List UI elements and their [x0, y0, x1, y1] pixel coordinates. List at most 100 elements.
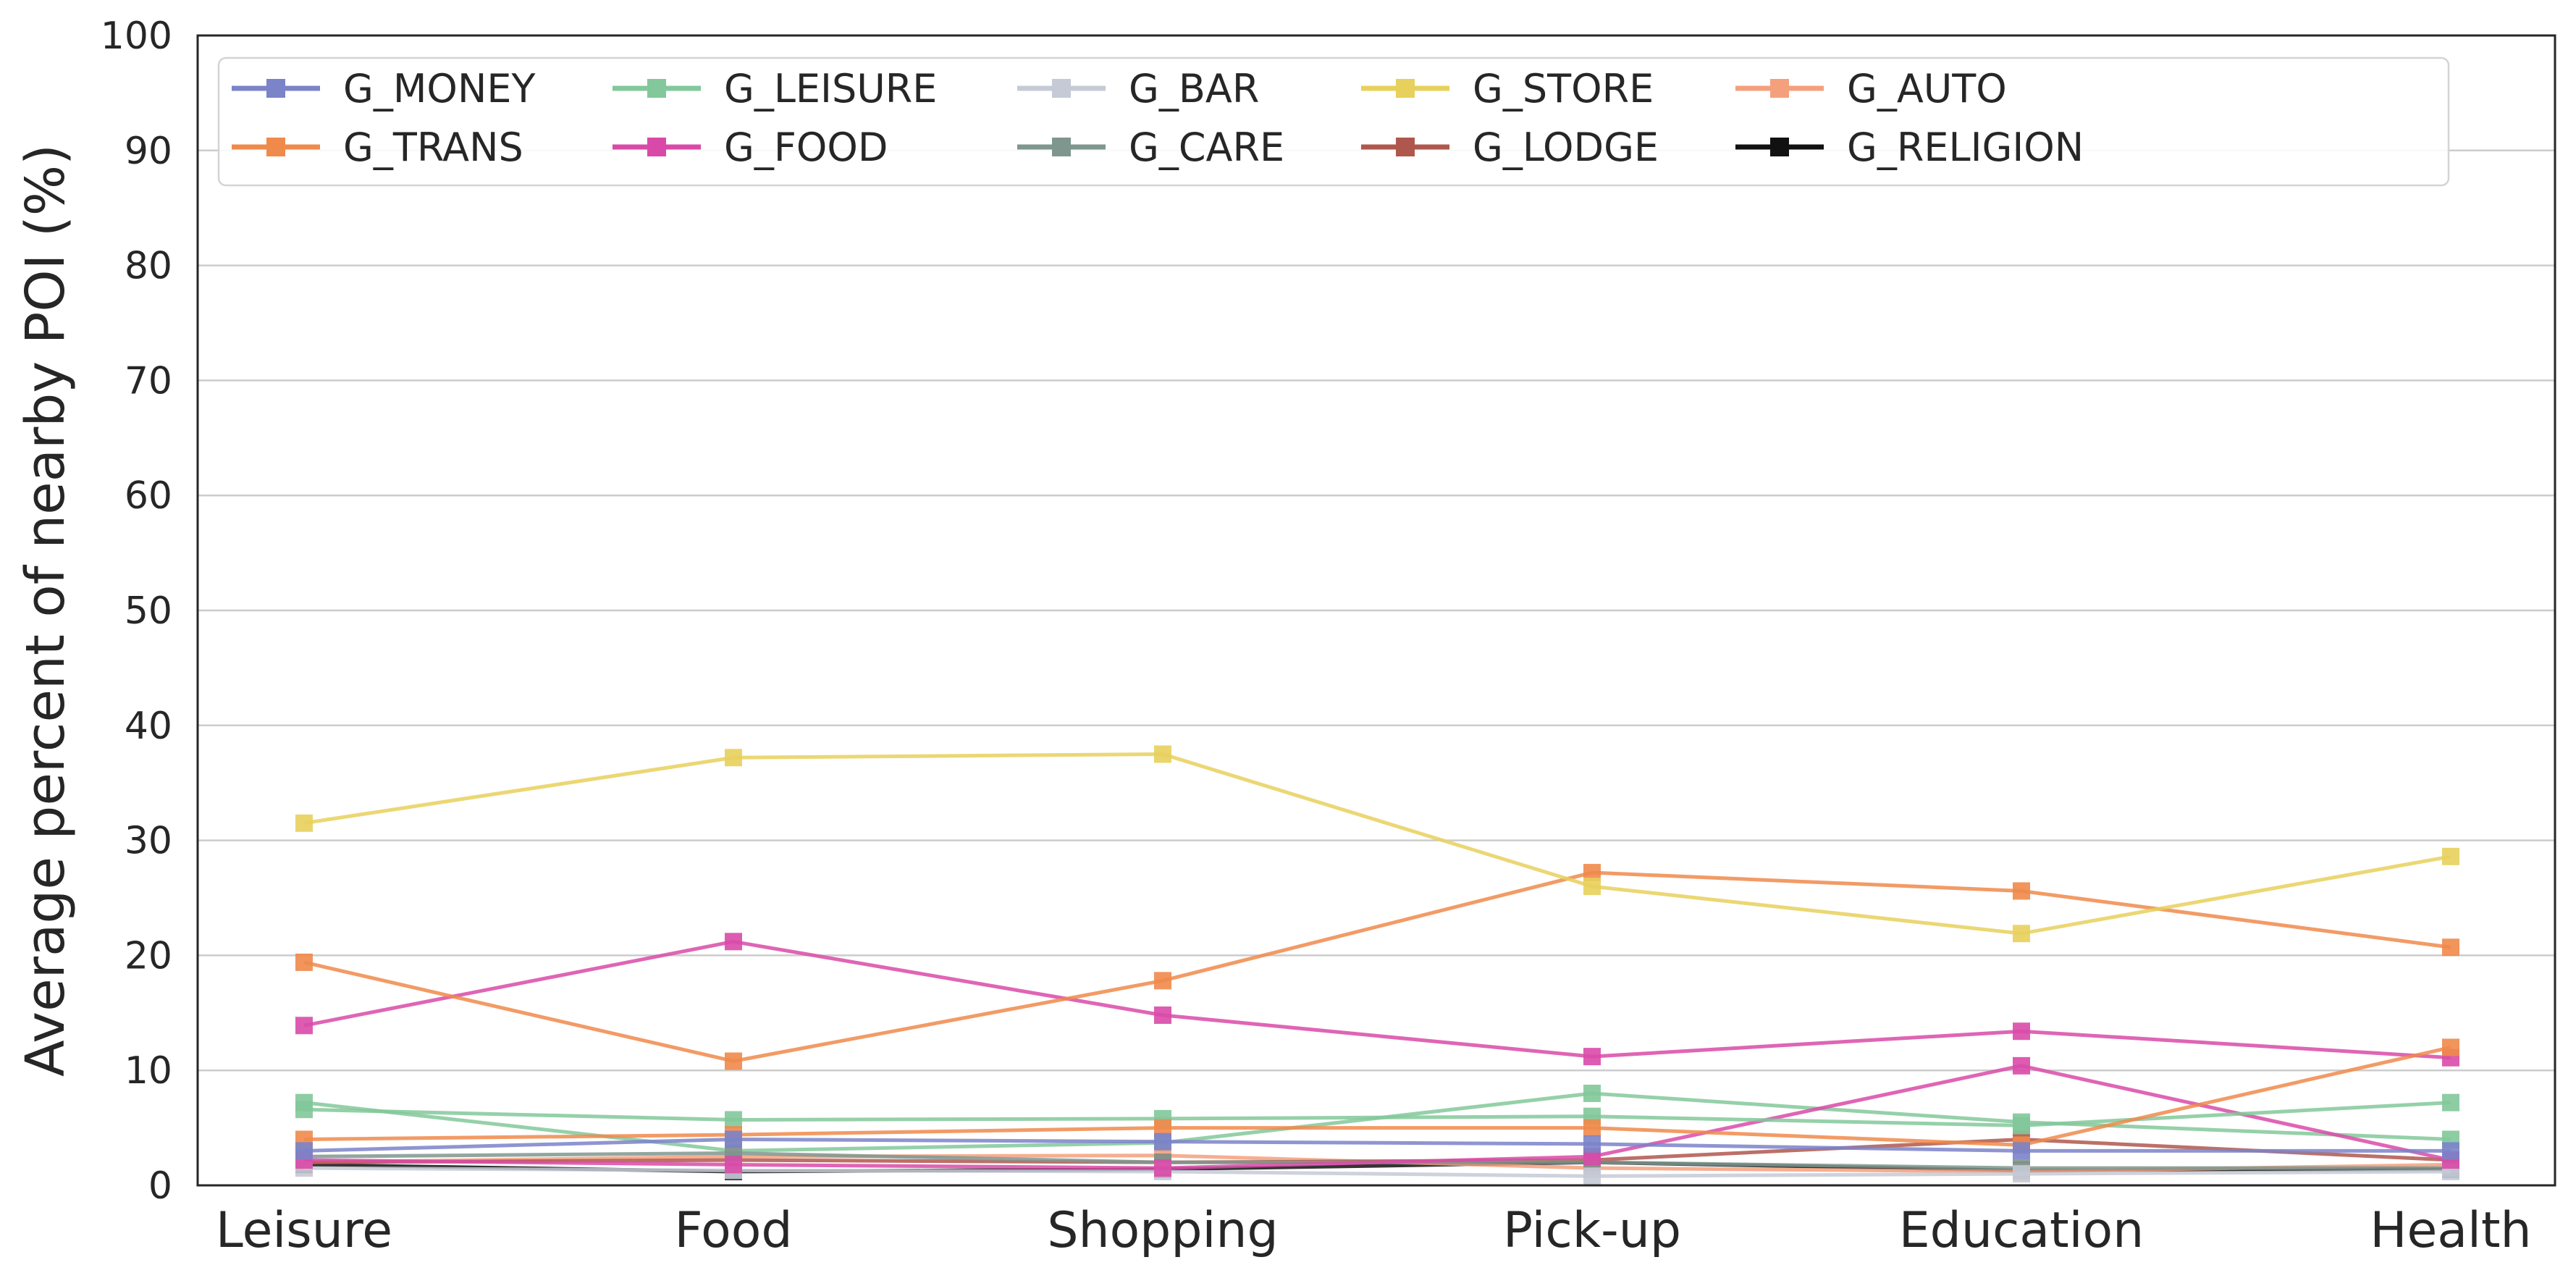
series-line-11	[295, 933, 2459, 1067]
data-point	[2013, 1142, 2030, 1160]
data-point	[2442, 1142, 2459, 1160]
x-tick-label: Leisure	[216, 1202, 392, 1259]
data-point	[1583, 1135, 1601, 1153]
legend-label: G_LODGE	[1473, 125, 1659, 170]
legend-label: G_RELIGION	[1847, 125, 2084, 170]
legend-marker	[1396, 138, 1415, 156]
series-g-store	[295, 745, 2459, 943]
y-tick-label: 50	[125, 589, 172, 633]
legend-label: G_CARE	[1129, 125, 1284, 170]
data-point	[2013, 1117, 2030, 1135]
legend-marker	[1052, 138, 1071, 156]
series-line-12	[295, 1084, 2459, 1160]
legend-item-g-religion: G_RELIGION	[1735, 125, 2084, 170]
y-tick-label: 10	[125, 1049, 172, 1093]
plot-frame	[196, 34, 2556, 1187]
y-tick-labels: 0 10 20 30 40 50 60 70 80 90 100	[101, 14, 172, 1208]
legend-label: G_BAR	[1129, 66, 1259, 112]
data-point	[1154, 745, 1171, 763]
series-g-trans	[295, 1038, 2459, 1154]
series-line	[303, 939, 2451, 1060]
data-point	[295, 1142, 313, 1160]
series-line	[303, 1046, 2451, 1147]
data-point	[1583, 1119, 1601, 1137]
y-tick-label: 90	[125, 130, 172, 173]
legend-marker	[266, 79, 285, 98]
legend-item-g-leisure: G_LEISURE	[613, 66, 937, 112]
data-point	[2442, 1093, 2459, 1111]
x-tick-label: Health	[2370, 1202, 2531, 1259]
legend-item-g-care: G_CARE	[1017, 125, 1284, 170]
data-point	[295, 1017, 313, 1035]
legend-label: G_STORE	[1473, 66, 1654, 112]
legend-marker	[1396, 79, 1415, 98]
data-point	[1583, 1084, 1601, 1102]
y-tick-label: 30	[125, 820, 172, 863]
data-point	[1154, 1006, 1171, 1024]
series-line	[303, 752, 2451, 936]
data-point	[725, 1111, 742, 1129]
x-tick-label: Food	[674, 1202, 792, 1259]
legend-item-g-bar: G_BAR	[1017, 66, 1259, 112]
y-tick-label: 80	[125, 245, 172, 288]
y-tick-label: 40	[125, 705, 172, 748]
data-point	[1154, 1159, 1171, 1177]
y-tick-label: 0	[148, 1164, 172, 1208]
data-point	[1154, 972, 1171, 990]
legend-marker	[1770, 79, 1789, 98]
x-tick-label: Shopping	[1047, 1202, 1278, 1259]
y-tick-label: 70	[125, 359, 172, 403]
legend-label: G_MONEY	[343, 66, 536, 112]
data-point	[295, 1101, 313, 1119]
data-point	[2442, 1038, 2459, 1056]
data-point	[725, 933, 742, 951]
legend-item-g-lodge: G_LODGE	[1361, 125, 1659, 170]
legend-item-g-auto: G_AUTO	[1735, 66, 2007, 112]
series-line	[303, 1166, 2451, 1178]
x-tick-labels: Leisure Food Shopping Pick-up Education Healt…	[216, 1202, 2532, 1259]
data-point	[1583, 878, 1601, 896]
data-point	[295, 814, 313, 832]
legend-label: G_AUTO	[1847, 66, 2007, 112]
data-point	[1583, 1048, 1601, 1066]
legend-marker	[1770, 138, 1789, 156]
y-tick-label: 60	[125, 474, 172, 518]
data-point	[2013, 1056, 2030, 1075]
data-point	[1154, 1132, 1171, 1151]
series-line	[303, 870, 2451, 1064]
series-line	[303, 1101, 2451, 1127]
legend-label: G_TRANS	[343, 125, 523, 170]
data-point	[725, 749, 742, 767]
series-g-leisure	[295, 1093, 2459, 1135]
data-point	[2013, 1022, 2030, 1041]
legend-marker	[647, 79, 666, 98]
legend-item-g-money: G_MONEY	[232, 66, 536, 112]
data-point	[2013, 1165, 2030, 1183]
legend: G_MONEY G_TRANS G_LEISURE G_FOOD G_BAR G_CARE…	[217, 56, 2450, 187]
legend-marker	[647, 138, 666, 156]
grid-lines	[198, 34, 2555, 1187]
legend-label: G_FOOD	[724, 125, 888, 170]
legend-marker	[266, 138, 285, 156]
data-point	[1583, 1167, 1601, 1185]
y-tick-label: 20	[125, 934, 172, 978]
series-layer	[295, 745, 2459, 1185]
legend-item-g-trans: G_TRANS	[232, 125, 523, 170]
data-point	[295, 953, 313, 971]
data-point	[725, 1156, 742, 1174]
data-point	[2442, 938, 2459, 957]
legend-item-g-store: G_STORE	[1361, 66, 1654, 112]
series-line	[303, 1064, 2451, 1170]
data-point	[725, 1130, 742, 1148]
legend-box	[217, 56, 2450, 187]
x-tick-label: Pick-up	[1503, 1202, 1681, 1259]
data-point	[2442, 847, 2459, 865]
series-line	[303, 1137, 2451, 1153]
x-tick-label: Education	[1899, 1202, 2144, 1259]
y-tick-label: 100	[101, 14, 172, 58]
data-point	[2013, 925, 2030, 943]
data-point	[725, 1052, 742, 1070]
legend-label: G_LEISURE	[724, 66, 937, 112]
